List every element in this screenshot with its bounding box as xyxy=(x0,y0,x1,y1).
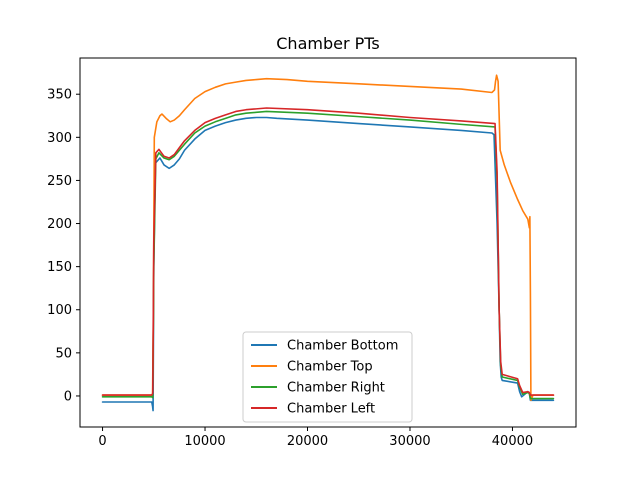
y-tick-label: 100 xyxy=(47,303,72,318)
x-tick-label: 30000 xyxy=(389,434,430,449)
legend-box xyxy=(242,331,413,423)
y-axis: 0 50 100 150 200 250 300 350 xyxy=(47,88,80,404)
x-tick-label: 0 xyxy=(98,434,106,449)
legend: Chamber Bottom Chamber Top Chamber Right Ch… xyxy=(242,331,413,423)
y-tick-label: 50 xyxy=(55,346,72,361)
y-tick-label: 250 xyxy=(47,174,72,189)
y-tick-label: 300 xyxy=(47,131,72,146)
series-line-chamber-bottom xyxy=(101,116,555,412)
series-lines xyxy=(101,74,555,412)
x-axis: 0 10000 20000 30000 40000 xyxy=(98,427,533,449)
chart-title: Chamber PTs xyxy=(276,34,379,53)
legend-label-chamber-bottom: Chamber Bottom xyxy=(287,339,398,354)
series-line-chamber-top xyxy=(101,74,555,402)
y-tick-label: 350 xyxy=(47,88,72,103)
y-tick-label: 200 xyxy=(47,217,72,232)
x-tick-label: 40000 xyxy=(492,434,533,449)
x-tick-label: 10000 xyxy=(184,434,225,449)
series-line-chamber-left xyxy=(101,107,555,396)
x-tick-label: 20000 xyxy=(287,434,328,449)
legend-label-chamber-top: Chamber Top xyxy=(287,360,373,375)
legend-label-chamber-left: Chamber Left xyxy=(287,402,375,417)
y-tick-label: 0 xyxy=(64,389,72,404)
axes-frame xyxy=(79,57,577,428)
legend-label-chamber-right: Chamber Right xyxy=(287,381,385,396)
y-tick-label: 150 xyxy=(47,260,72,275)
